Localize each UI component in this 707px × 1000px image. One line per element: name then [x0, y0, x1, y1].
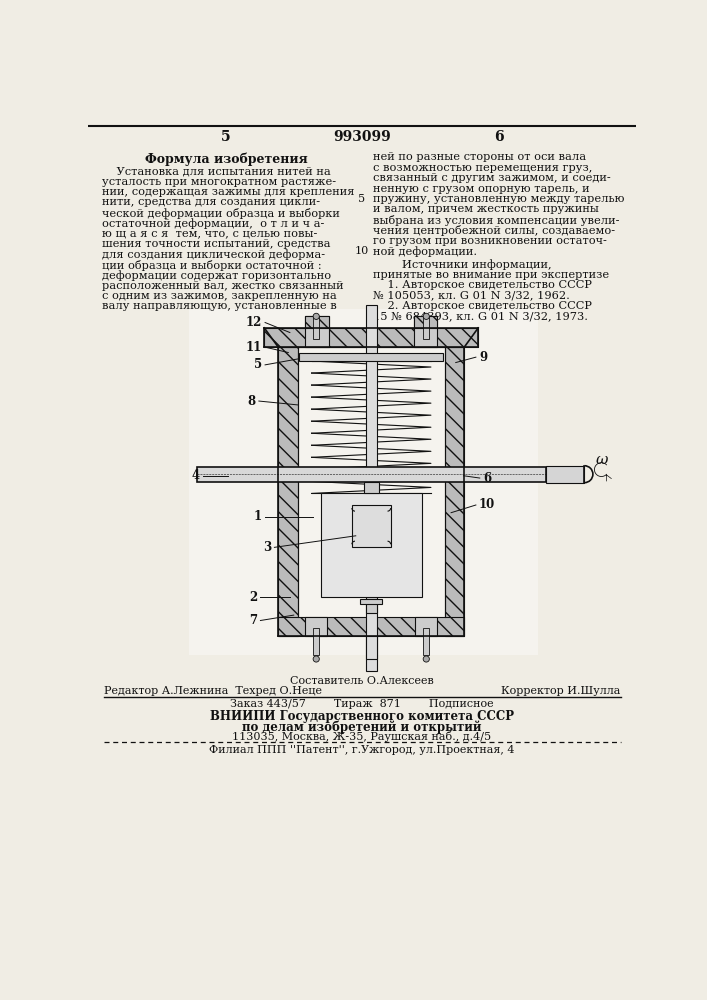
Text: ной деформации.: ной деформации. [373, 246, 477, 257]
Text: 993099: 993099 [333, 130, 391, 144]
Bar [366, 305, 377, 671]
Bar [363, 482, 379, 493]
Text: ней по разные стороны от оси вала: ней по разные стороны от оси вала [373, 152, 586, 162]
Text: связанный с другим зажимом, и соеди-: связанный с другим зажимом, и соеди- [373, 173, 611, 183]
Bar [305, 316, 329, 347]
Text: 5: 5 [221, 130, 230, 144]
Bar [445, 347, 464, 636]
Text: нии, содержащая зажимы для крепления: нии, содержащая зажимы для крепления [103, 187, 355, 197]
Text: и валом, причем жесткость пружины: и валом, причем жесткость пружины [373, 204, 599, 214]
Text: валу направляющую, установленные в: валу направляющую, установленные в [103, 301, 337, 311]
Text: 5: 5 [358, 194, 366, 204]
Text: Формула изобретения: Формула изобретения [145, 152, 308, 166]
Text: шения точности испытаний, средства: шения точности испытаний, средства [103, 239, 331, 249]
Text: по делам изобретений и открытий: по делам изобретений и открытий [243, 721, 481, 734]
Text: 11: 11 [246, 341, 262, 354]
Text: 1: 1 [254, 510, 262, 523]
Text: ω: ω [595, 453, 607, 467]
Text: 4: 4 [192, 469, 200, 482]
Text: ненную с грузом опорную тарель, и: ненную с грузом опорную тарель, и [373, 184, 590, 194]
Text: пружину, установленную между тарелью: пружину, установленную между тарелью [373, 194, 624, 204]
Bar [313, 316, 320, 339]
Text: 3: 3 [263, 541, 271, 554]
Text: с одним из зажимов, закрепленную на: с одним из зажимов, закрепленную на [103, 291, 337, 301]
Bar [264, 328, 478, 347]
Text: № 105053, кл. G 01 N 3/32, 1962.: № 105053, кл. G 01 N 3/32, 1962. [373, 291, 570, 301]
Text: остаточной деформации,  о т л и ч а-: остаточной деформации, о т л и ч а- [103, 218, 325, 229]
Circle shape [313, 656, 320, 662]
Bar [423, 316, 429, 339]
Bar [361, 599, 382, 604]
Text: для создания циклической деформа-: для создания циклической деформа- [103, 249, 325, 260]
Text: расположенный вал, жестко связанный: расположенный вал, жестко связанный [103, 281, 344, 291]
Text: чения центробежной силы, создаваемо-: чения центробежной силы, создаваемо- [373, 225, 615, 236]
Text: 2. Авторское свидетельство СССР: 2. Авторское свидетельство СССР [373, 301, 592, 311]
Text: 2: 2 [249, 591, 257, 604]
Text: 5: 5 [254, 358, 262, 371]
Bar [546, 466, 585, 483]
Bar [423, 628, 429, 655]
Text: ВНИИПИ Государственного комитета СССР: ВНИИПИ Государственного комитета СССР [210, 710, 514, 723]
Bar [366, 599, 377, 613]
Bar [321, 493, 421, 597]
Text: 12: 12 [245, 316, 262, 329]
Text: Филиал ППП ''Патент'', г.Ужгород, ул.Проектная, 4: Филиал ППП ''Патент'', г.Ужгород, ул.Про… [209, 745, 515, 755]
Text: го грузом при возникновении остаточ-: го грузом при возникновении остаточ- [373, 235, 607, 245]
Bar [313, 628, 320, 655]
Text: усталость при многократном растяже-: усталость при многократном растяже- [103, 177, 337, 187]
Text: 10: 10 [355, 246, 369, 256]
Text: Составитель О.Алексеев: Составитель О.Алексеев [290, 676, 434, 686]
Bar [279, 617, 464, 636]
Text: ции образца и выборки остаточной :: ции образца и выборки остаточной : [103, 260, 322, 271]
Text: 10: 10 [479, 498, 495, 512]
Bar [416, 617, 437, 636]
Bar [366, 636, 377, 659]
Text: ческой деформации образца и выборки: ческой деформации образца и выборки [103, 208, 340, 219]
Circle shape [423, 313, 429, 319]
Text: выбрана из условия компенсации увели-: выбрана из условия компенсации увели- [373, 215, 619, 226]
Bar [352, 505, 391, 547]
Text: Заказ 443/57        Тираж  871        Подписное: Заказ 443/57 Тираж 871 Подписное [230, 699, 493, 709]
Text: с возможностью перемещения груз,: с возможностью перемещения груз, [373, 163, 592, 173]
Text: Установка для испытания нитей на: Установка для испытания нитей на [103, 166, 331, 176]
Bar [305, 316, 329, 328]
Text: принятые во внимание при экспертизе: принятые во внимание при экспертизе [373, 270, 609, 280]
Text: 6: 6 [483, 472, 491, 485]
Text: 9: 9 [479, 351, 487, 364]
Text: 1. Авторское свидетельство СССР: 1. Авторское свидетельство СССР [373, 280, 592, 290]
Text: Редактор А.Лежнина  Техред О.Неце: Редактор А.Лежнина Техред О.Неце [104, 686, 322, 696]
Bar [279, 347, 298, 636]
Text: 113035, Москва, Ж-35, Раушская наб., д.4/5: 113035, Москва, Ж-35, Раушская наб., д.4… [233, 731, 491, 742]
Text: 15 № 684393, кл. G 01 N 3/32, 1973.: 15 № 684393, кл. G 01 N 3/32, 1973. [373, 311, 588, 321]
Text: деформации содержат горизонтально: деформации содержат горизонтально [103, 270, 332, 281]
Text: 7: 7 [249, 614, 257, 627]
Text: 6: 6 [494, 130, 504, 144]
Text: нити, средства для создания цикли-: нити, средства для создания цикли- [103, 197, 320, 207]
Bar [414, 316, 437, 347]
Bar [299, 353, 443, 361]
Bar [189, 309, 538, 655]
Text: 8: 8 [247, 395, 256, 408]
Circle shape [423, 656, 429, 662]
Text: Корректор И.Шулла: Корректор И.Шулла [501, 686, 621, 696]
Bar [197, 466, 546, 482]
Circle shape [313, 313, 320, 319]
Text: Источники информации,: Источники информации, [373, 259, 551, 270]
Text: ю щ а я с я  тем, что, с целью повы-: ю щ а я с я тем, что, с целью повы- [103, 229, 317, 239]
Bar [305, 617, 327, 636]
Bar [414, 316, 437, 328]
